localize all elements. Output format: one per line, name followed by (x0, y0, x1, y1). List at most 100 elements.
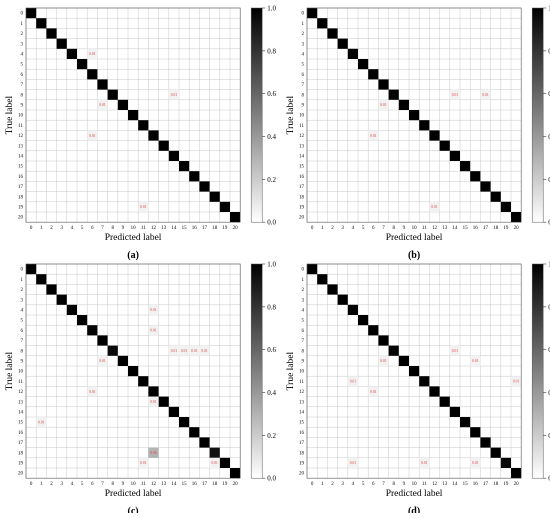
heatmap-cell-diagonal (460, 417, 471, 428)
column-tick-label: 13 (442, 482, 448, 487)
column-tick-label: 6 (91, 482, 94, 487)
heatmap-cell-diagonal (219, 457, 230, 468)
heatmap-cell-off-diagonal (480, 89, 491, 100)
cell-value-label: 0.01 (89, 134, 95, 138)
heatmap-cell-diagonal (419, 376, 430, 387)
heatmap-cell-off-diagonal (368, 386, 379, 397)
row-tick-label: 0 (21, 12, 24, 17)
row-tick-label: 20 (299, 472, 305, 477)
panel-caption: (c) (128, 506, 139, 513)
cell-value-label: 0.01 (380, 359, 386, 363)
panel-2: 0.010.010.01 0.01 0.01 0.010.010.010.010.01… (5, 261, 276, 518)
heatmap-cell-diagonal (449, 406, 460, 417)
row-tick-label: 6 (21, 329, 24, 334)
heatmap-cell-diagonal (460, 161, 471, 172)
heatmap-cell-diagonal (179, 161, 190, 172)
heatmap-cell-diagonal (327, 28, 338, 39)
row-tick-label: 10 (299, 114, 305, 119)
column-tick-label: 5 (362, 226, 365, 231)
colorbar-tick-label: 0.8 (267, 47, 276, 55)
column-tick-label: 0 (30, 226, 33, 231)
heatmap-cell-off-diagonal (378, 99, 389, 110)
heatmap-cell-diagonal (490, 191, 501, 202)
row-tick-label: 4 (302, 309, 305, 314)
row-tick-label: 16 (18, 175, 24, 180)
colorbar-tick-label: 0.8 (548, 303, 550, 311)
heatmap-cell-diagonal (168, 150, 179, 161)
cell-value-label: 0.01 (89, 52, 95, 56)
cell-value-label: 0.01 (89, 390, 95, 394)
column-tick-label: 8 (392, 482, 395, 487)
heatmap-cell-diagonal (347, 304, 358, 315)
heatmap-cell-off-diagonal (168, 345, 179, 356)
colorbar-tick-label: 0.0 (548, 475, 550, 483)
heatmap-frame (306, 263, 522, 479)
heatmap-cell-diagonal (409, 110, 420, 121)
column-tick-label: 7 (382, 482, 385, 487)
column-tick-label: 1 (321, 482, 324, 487)
heatmap-cell-off-diagonal (148, 447, 159, 458)
row-tick-label: 17 (299, 441, 305, 446)
column-tick-label: 20 (514, 482, 520, 487)
heatmap-cell-diagonal (148, 130, 159, 141)
heatmap-cell-diagonal (439, 140, 450, 151)
heatmap-cell-diagonal (128, 366, 139, 377)
heatmap-cell-diagonal (480, 181, 491, 192)
colorbar-tick-label: 0.0 (267, 219, 276, 227)
column-tick-label: 15 (463, 226, 469, 231)
column-tick-label: 16 (473, 482, 479, 487)
row-tick-label: 0 (302, 12, 305, 17)
colorbar-tick-label: 0.6 (548, 90, 550, 98)
heatmap-cell-diagonal (500, 201, 511, 212)
column-tick-label: 11 (141, 482, 146, 487)
heatmap-cell-diagonal (378, 79, 389, 90)
cell-value-label: 0.01 (513, 380, 519, 384)
y-axis-label: True label (5, 352, 15, 391)
colorbar-tick-label: 0.6 (267, 346, 276, 354)
column-tick-label: 13 (442, 226, 448, 231)
heatmap-cell-diagonal (388, 345, 399, 356)
row-tick-label: 4 (302, 53, 305, 58)
column-tick-label: 10 (131, 226, 137, 231)
heatmap-cell-diagonal (97, 335, 108, 346)
heatmap-cell-diagonal (179, 417, 190, 428)
column-tick-label: 16 (473, 226, 479, 231)
heatmap-cell-off-diagonal (470, 457, 481, 468)
cell-value-label: 0.01 (191, 349, 197, 353)
colorbar-tick-label: 0.0 (267, 475, 276, 483)
heatmap-cell-off-diagonal (449, 89, 460, 100)
heatmap-cell-off-diagonal (470, 355, 481, 366)
row-tick-label: 6 (302, 73, 305, 78)
heatmap-cell-diagonal (388, 89, 399, 100)
cell-value-label: 0.01 (452, 349, 458, 353)
row-tick-label: 7 (21, 83, 24, 88)
heatmap-cell-diagonal (117, 99, 128, 110)
row-tick-label: 19 (18, 462, 24, 467)
column-tick-label: 16 (192, 226, 198, 231)
row-tick-label: 3 (302, 298, 305, 303)
heatmap-cell-diagonal (87, 69, 98, 80)
row-tick-label: 11 (18, 124, 23, 129)
row-tick-label: 7 (302, 83, 305, 88)
row-tick-label: 2 (302, 288, 305, 293)
column-tick-label: 6 (372, 482, 375, 487)
column-tick-label: 14 (171, 482, 177, 487)
column-tick-label: 17 (483, 482, 489, 487)
row-tick-label: 15 (18, 165, 24, 170)
heatmap-cell-off-diagonal (97, 99, 108, 110)
heatmap-cell-diagonal (46, 28, 57, 39)
column-tick-label: 1 (40, 226, 43, 231)
heatmap-cell-diagonal (230, 212, 241, 223)
colorbar-tick-label: 0.2 (267, 432, 276, 440)
heatmap-cell-diagonal (148, 386, 159, 397)
column-tick-label: 9 (403, 226, 406, 231)
row-tick-label: 9 (21, 104, 24, 109)
column-tick-label: 15 (463, 482, 469, 487)
cell-value-label: 0.01 (370, 134, 376, 138)
heatmap-cell-off-diagonal (368, 130, 379, 141)
row-tick-label: 13 (18, 144, 24, 149)
colorbar-tick-label: 1.0 (548, 261, 550, 269)
column-tick-label: 12 (432, 482, 438, 487)
column-tick-label: 19 (222, 482, 228, 487)
colorbar (250, 263, 263, 479)
